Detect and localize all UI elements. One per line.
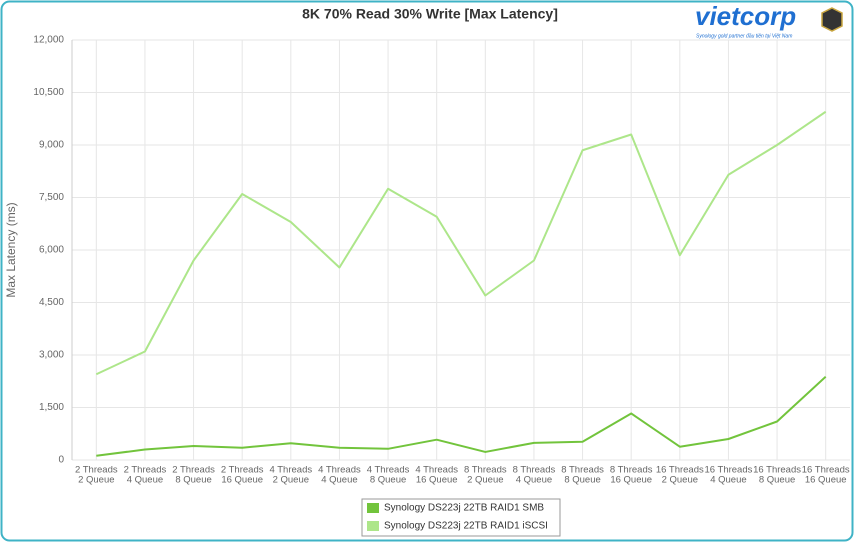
x-tick-label: 2 Queue: [467, 475, 503, 486]
y-tick-label: 3,000: [39, 350, 64, 361]
x-tick-label: 16 Threads: [656, 465, 704, 476]
legend-label: Synology DS223j 22TB RAID1 iSCSI: [384, 521, 548, 532]
x-tick-label: 2 Threads: [221, 465, 264, 476]
x-tick-label: 8 Threads: [513, 465, 556, 476]
x-tick-label: 2 Queue: [78, 475, 114, 486]
x-tick-label: 4 Queue: [127, 475, 163, 486]
line-series: [96, 375, 827, 457]
y-axis-label: Max Latency (ms): [4, 202, 18, 297]
x-tick-label: 16 Queue: [805, 475, 847, 486]
x-tick-label: 4 Queue: [321, 475, 357, 486]
x-tick-label: 8 Threads: [561, 465, 604, 476]
x-tick-label: 16 Threads: [704, 465, 752, 476]
chart-title: 8K 70% Read 30% Write [Max Latency]: [302, 6, 558, 22]
line-series: [95, 110, 827, 376]
y-tick-label: 9,000: [39, 140, 64, 151]
x-tick-label: 8 Queue: [564, 475, 600, 486]
x-tick-label: 8 Queue: [759, 475, 795, 486]
x-tick-label: 16 Queue: [610, 475, 652, 486]
y-tick-label: 0: [58, 455, 64, 466]
x-tick-label: 4 Threads: [415, 465, 458, 476]
x-tick-label: 2 Threads: [75, 465, 118, 476]
y-tick-label: 12,000: [33, 35, 64, 46]
logo: vietcorp: [695, 1, 796, 31]
x-tick-label: 2 Queue: [662, 475, 698, 486]
x-tick-label: 4 Threads: [367, 465, 410, 476]
y-tick-label: 6,000: [39, 245, 64, 256]
x-tick-label: 4 Threads: [270, 465, 313, 476]
x-tick-label: 2 Threads: [124, 465, 167, 476]
legend-swatch: [367, 503, 379, 513]
legend-label: Synology DS223j 22TB RAID1 SMB: [384, 503, 544, 514]
x-tick-label: 8 Queue: [370, 475, 406, 486]
y-tick-label: 4,500: [39, 297, 64, 308]
x-tick-label: 8 Threads: [610, 465, 653, 476]
y-tick-label: 10,500: [33, 87, 64, 98]
legend-swatch: [367, 521, 379, 531]
x-tick-label: 16 Threads: [753, 465, 801, 476]
badge: [821, 7, 843, 32]
x-tick-label: 16 Queue: [416, 475, 458, 486]
x-tick-label: 4 Queue: [710, 475, 746, 486]
x-tick-label: 4 Threads: [318, 465, 361, 476]
x-tick-label: 2 Queue: [273, 475, 309, 486]
x-tick-label: 16 Queue: [221, 475, 263, 486]
logo-tagline: Synology gold partner đầu tiên tại Việt …: [696, 33, 792, 39]
x-tick-label: 8 Queue: [175, 475, 211, 486]
x-tick-label: 8 Threads: [464, 465, 507, 476]
x-tick-label: 4 Queue: [516, 475, 552, 486]
y-tick-label: 1,500: [39, 402, 64, 413]
legend-box: [361, 498, 561, 537]
x-tick-label: 16 Threads: [802, 465, 850, 476]
y-tick-label: 7,500: [39, 192, 64, 203]
x-tick-label: 2 Threads: [172, 465, 215, 476]
